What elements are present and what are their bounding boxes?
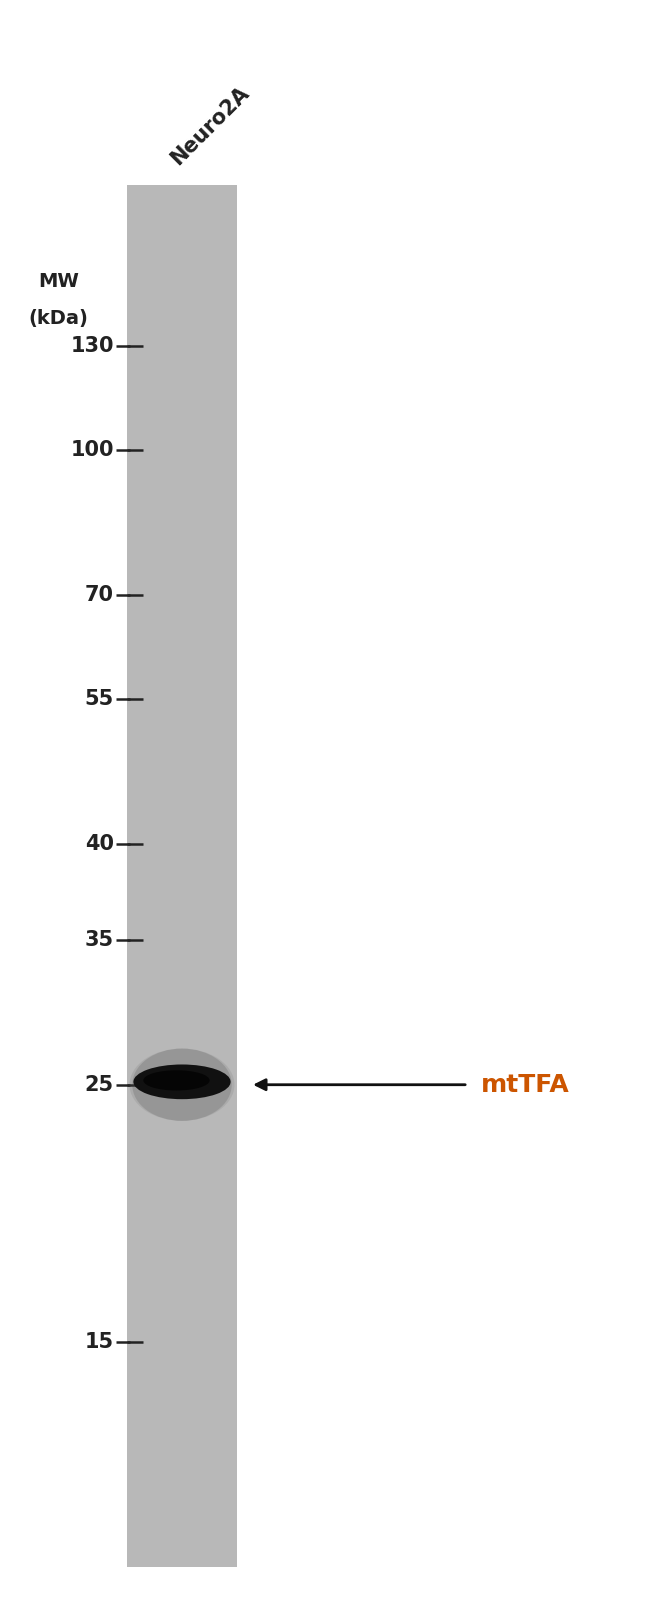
Text: 40: 40 <box>84 834 114 853</box>
Text: 100: 100 <box>70 440 114 460</box>
Text: (kDa): (kDa) <box>29 309 88 328</box>
Text: Neuro2A: Neuro2A <box>166 82 253 169</box>
Text: 70: 70 <box>84 585 114 604</box>
Text: MW: MW <box>38 272 79 291</box>
Ellipse shape <box>129 1049 235 1122</box>
FancyBboxPatch shape <box>127 185 237 1567</box>
Ellipse shape <box>133 1064 231 1099</box>
Text: 130: 130 <box>70 336 114 355</box>
Text: 35: 35 <box>84 930 114 950</box>
Text: 15: 15 <box>84 1332 114 1351</box>
Text: 55: 55 <box>84 689 114 709</box>
Text: 25: 25 <box>84 1075 114 1094</box>
Ellipse shape <box>133 1049 232 1122</box>
Text: mtTFA: mtTFA <box>481 1073 570 1096</box>
Ellipse shape <box>144 1070 210 1091</box>
